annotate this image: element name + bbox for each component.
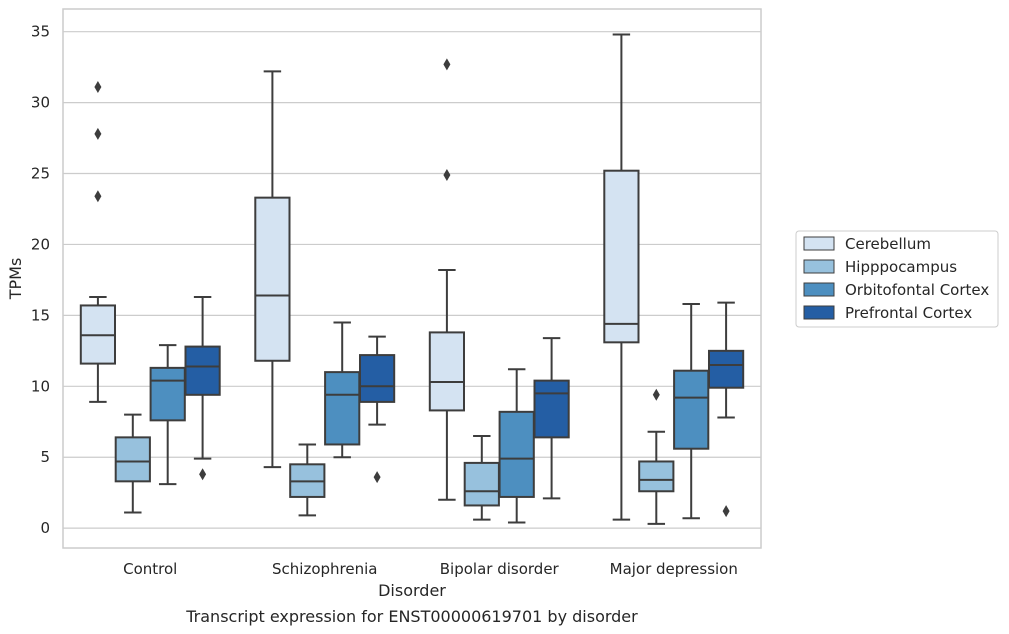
x-axis-label: Disorder xyxy=(378,581,446,600)
box xyxy=(707,349,745,389)
y-tick-label: 0 xyxy=(40,519,50,537)
series-cerebellum xyxy=(79,33,640,521)
y-tick-label: 25 xyxy=(31,165,50,183)
y-axis-label: TPMs xyxy=(6,258,25,301)
legend-swatch xyxy=(803,305,835,320)
outlier-point xyxy=(94,190,102,203)
box xyxy=(114,436,151,483)
x-tick-label: Schizophrenia xyxy=(272,560,377,578)
legend: Cerebellum Hipppocampus Orbitofontal Corte… xyxy=(795,230,999,328)
box xyxy=(428,331,466,412)
chart-caption: Transcript expression for ENST0000061970… xyxy=(185,607,638,626)
box xyxy=(603,169,640,344)
series-prefrontal-cortex xyxy=(184,295,745,518)
legend-label: Orbitofontal Cortex xyxy=(845,281,989,299)
y-axis-ticks: 0 5 10 15 20 25 30 35 xyxy=(31,23,50,537)
y-tick-label: 15 xyxy=(31,306,50,324)
box xyxy=(638,460,675,493)
outlier-point xyxy=(652,388,660,401)
outlier-point xyxy=(94,127,102,140)
outlier-point xyxy=(199,468,207,481)
legend-swatch xyxy=(803,236,835,251)
legend-swatch xyxy=(803,282,835,297)
box xyxy=(324,371,361,446)
box xyxy=(498,410,535,498)
x-axis-ticks: Control Schizophrenia Bipolar disorder Majo… xyxy=(123,560,738,578)
series-orbitofontal-cortex xyxy=(149,303,710,524)
y-tick-label: 5 xyxy=(40,448,50,466)
box xyxy=(673,369,710,450)
legend-frame xyxy=(795,230,999,328)
legend-swatch xyxy=(803,259,835,274)
outlier-point xyxy=(373,471,381,484)
plot-frame xyxy=(62,8,762,549)
x-tick-label: Control xyxy=(123,560,177,578)
series-hipppocampus xyxy=(114,388,675,525)
x-tick-label: Major depression xyxy=(610,560,738,578)
legend-label: Prefrontal Cortex xyxy=(845,304,972,322)
y-tick-label: 35 xyxy=(31,23,50,41)
x-tick-label: Bipolar disorder xyxy=(440,560,560,578)
legend-label: Hipppocampus xyxy=(845,258,957,276)
y-tick-label: 20 xyxy=(31,235,50,253)
y-tick-label: 10 xyxy=(31,377,50,395)
box xyxy=(149,366,186,422)
outlier-point xyxy=(443,168,451,181)
box xyxy=(533,379,570,439)
box xyxy=(184,345,221,396)
outlier-point xyxy=(722,505,730,518)
box xyxy=(463,461,500,507)
outlier-point xyxy=(94,81,102,94)
box xyxy=(254,196,291,362)
y-tick-label: 30 xyxy=(31,94,50,112)
legend-label: Cerebellum xyxy=(845,235,931,253)
box xyxy=(358,354,396,403)
outlier-point xyxy=(443,58,451,71)
plot-area xyxy=(79,33,745,525)
